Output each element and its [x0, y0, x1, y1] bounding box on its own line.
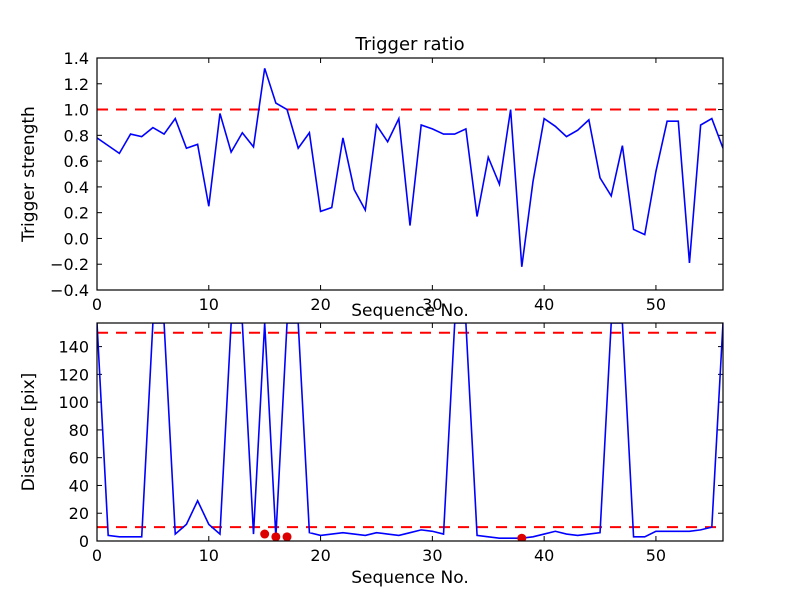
y-tick-label: 0.8: [64, 126, 89, 145]
x-tick-label: 0: [92, 546, 102, 565]
x-tick-label: 40: [534, 546, 554, 565]
bottom-plot-background: [97, 323, 723, 541]
x-tick-label: 0: [92, 295, 102, 314]
y-tick-label: 40: [69, 476, 89, 495]
y-tick-label: 1.0: [64, 101, 89, 120]
data-point-marker: [282, 532, 292, 541]
y-tick-label: 0.0: [64, 229, 89, 248]
y-tick-label: 0.6: [64, 152, 89, 171]
axes-trigger-ratio: Trigger ratio −0.4 −0.2 0.0 0.2 0.4 0.6 0.8 1.0…: [19, 34, 724, 321]
data-point-marker: [517, 533, 527, 541]
y-tick-label: 20: [69, 504, 89, 523]
y-tick-label: 140: [58, 338, 89, 357]
y-tick-label: 0: [79, 532, 89, 551]
bottom-y-axis-label: Distance [pix]: [19, 373, 39, 492]
top-chart-title: Trigger ratio: [354, 34, 464, 55]
x-tick-label: 20: [310, 295, 330, 314]
x-tick-label: 10: [199, 546, 219, 565]
top-y-axis-label: Trigger strength: [19, 106, 39, 243]
data-point-marker: [260, 529, 270, 539]
top-plot-frame: [96, 57, 724, 291]
y-tick-label: −0.2: [50, 255, 89, 274]
x-tick-label: 40: [534, 295, 554, 314]
y-tick-label: 100: [58, 393, 89, 412]
x-tick-label: 30: [422, 295, 442, 314]
y-tick-label: 0.4: [64, 178, 89, 197]
bottom-x-axis-label: Sequence No.: [351, 568, 468, 588]
top-data-line: [97, 68, 723, 267]
y-tick-label: 1.2: [64, 75, 89, 94]
top-plot-background: [97, 58, 723, 290]
y-tick-label: −0.4: [50, 281, 89, 300]
bottom-data-line: [97, 323, 723, 540]
bottom-plot-frame: [96, 322, 724, 542]
x-tick-label: 50: [646, 546, 666, 565]
y-tick-label: 60: [69, 449, 89, 468]
y-tick-label: 1.4: [64, 49, 89, 68]
y-tick-label: 120: [58, 365, 89, 384]
x-tick-label: 10: [199, 295, 219, 314]
y-tick-label: 80: [69, 421, 89, 440]
top-x-tick-group: 0 10 20 30 40 50: [92, 58, 666, 314]
data-point-marker: [271, 532, 281, 541]
axes-distance: 0 20 40 60 80 100 120 140 0 10 20 30 40 50 Sequence …: [19, 322, 724, 588]
x-tick-label: 50: [646, 295, 666, 314]
top-y-tick-group: −0.4 −0.2 0.0 0.2 0.4 0.6 0.8 1.0 1.2 1.4: [50, 49, 723, 300]
bottom-y-tick-group: 0 20 40 60 80 100 120 140: [58, 338, 723, 551]
bottom-marker-group: [260, 529, 527, 541]
x-tick-label: 20: [310, 546, 330, 565]
y-tick-label: 0.2: [64, 204, 89, 223]
bottom-x-tick-group: 0 10 20 30 40 50: [92, 323, 666, 565]
top-x-axis-label: Sequence No.: [351, 301, 468, 321]
x-tick-label: 30: [422, 546, 442, 565]
